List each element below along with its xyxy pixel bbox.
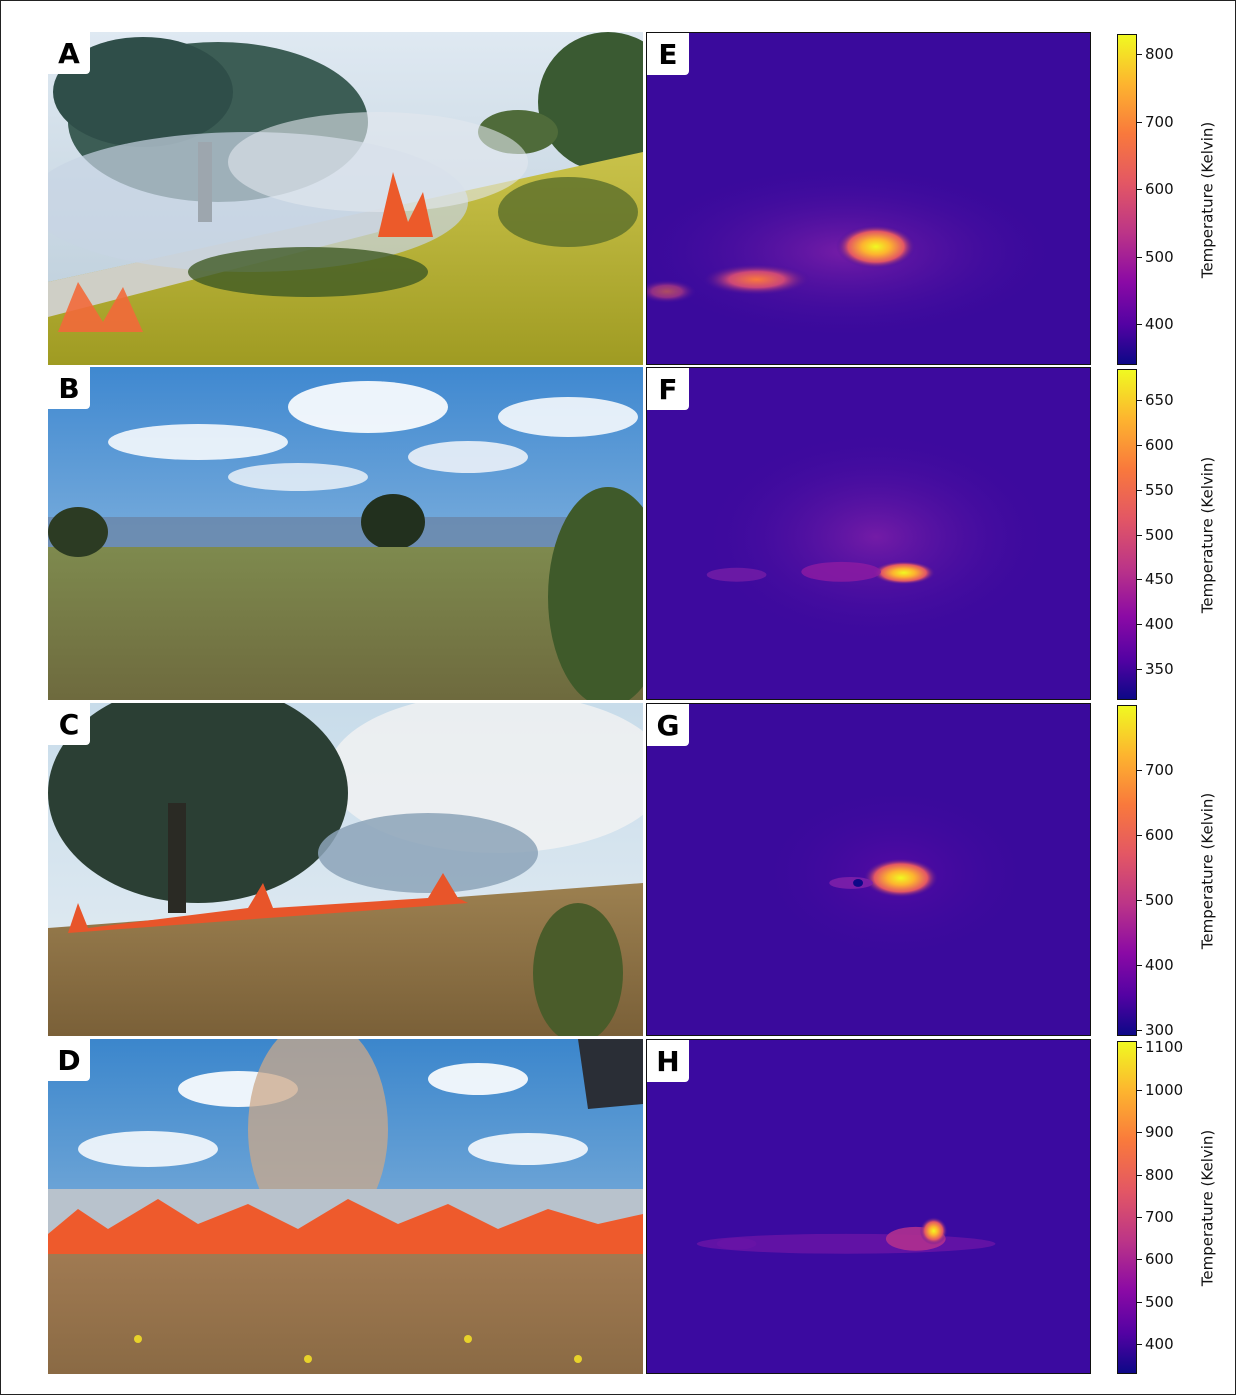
- colorbar-gradient: [1117, 1041, 1137, 1374]
- photo-panel-d: D: [48, 1039, 643, 1374]
- thermal-panel-f: F: [646, 367, 1091, 700]
- colorbar-tick-label: 500: [1145, 890, 1174, 909]
- thermal-panel-g: G: [646, 703, 1091, 1036]
- colorbar-tick-label: 400: [1145, 955, 1174, 974]
- colorbar-tick: [1137, 489, 1142, 491]
- thermal-image-h: [647, 1040, 1090, 1373]
- colorbar-title: Temperature (Kelvin): [1197, 121, 1216, 278]
- colorbar-tick: [1137, 579, 1142, 581]
- panel-label-b: B: [48, 367, 90, 409]
- colorbar-tick: [1137, 1029, 1142, 1031]
- fire-photo-d: [48, 1039, 643, 1374]
- colorbar-tick-label: 300: [1145, 1020, 1174, 1039]
- colorbar-tick-label: 450: [1145, 570, 1174, 589]
- fire-photo-c: [48, 703, 643, 1036]
- colorbar-h: 1100 1000 900 800 700 600 500 400 Temperature (K…: [1117, 1038, 1227, 1374]
- colorbar-tick: [1137, 324, 1142, 326]
- colorbar-tick: [1137, 1259, 1142, 1261]
- colorbar-tick: [1137, 623, 1142, 625]
- fire-photo-b: [48, 367, 643, 700]
- colorbar-tick-label: 600: [1145, 825, 1174, 844]
- colorbar-tick-label: 400: [1145, 1335, 1174, 1354]
- colorbar-tick-label: 700: [1145, 760, 1174, 779]
- colorbar-tick-label: 400: [1145, 315, 1174, 334]
- colorbar-tick-label: 900: [1145, 1123, 1174, 1142]
- thermal-image-g: [647, 704, 1090, 1035]
- colorbar-tick: [1137, 1047, 1142, 1049]
- colorbar-tick: [1137, 121, 1142, 123]
- colorbar-tick: [1137, 534, 1142, 536]
- colorbar-tick: [1137, 769, 1142, 771]
- panel-label-f: F: [647, 368, 689, 410]
- colorbar-tick: [1137, 668, 1142, 670]
- colorbar-tick-label: 350: [1145, 659, 1174, 678]
- thermal-image-f: [647, 368, 1090, 699]
- panel-label-d: D: [48, 1039, 90, 1081]
- colorbar-tick-label: 600: [1145, 180, 1174, 199]
- colorbar-f: 650 600 550 500 450 400 350 Temperature (Kelvin…: [1117, 369, 1227, 700]
- colorbar-tick: [1137, 834, 1142, 836]
- colorbar-tick-label: 500: [1145, 1292, 1174, 1311]
- colorbar-title: Temperature (Kelvin): [1197, 1129, 1216, 1286]
- panel-label-h: H: [647, 1040, 689, 1082]
- thermal-image-e: [647, 33, 1090, 364]
- colorbar-tick: [1137, 189, 1142, 191]
- colorbar-tick-label: 500: [1145, 525, 1174, 544]
- colorbar-tick-label: 800: [1145, 1165, 1174, 1184]
- colorbar-g: 700 600 500 400 300 Temperature (Kelvin): [1117, 705, 1227, 1039]
- colorbar-tick-label: 600: [1145, 1250, 1174, 1269]
- colorbar-title: Temperature (Kelvin): [1197, 456, 1216, 613]
- colorbar-tick-label: 700: [1145, 112, 1174, 131]
- panel-label-c: C: [48, 703, 90, 745]
- colorbar-tick-label: 800: [1145, 45, 1174, 64]
- colorbar-tick: [1137, 445, 1142, 447]
- colorbar-tick: [1137, 1217, 1142, 1219]
- fire-photo-a: [48, 32, 643, 365]
- colorbar-tick-label: 700: [1145, 1208, 1174, 1227]
- colorbar-tick: [1137, 1344, 1142, 1346]
- panel-label-e: E: [647, 33, 689, 75]
- colorbar-tick: [1137, 964, 1142, 966]
- colorbar-tick: [1137, 400, 1142, 402]
- colorbar-tick-label: 1000: [1145, 1080, 1184, 1099]
- photo-panel-a: A: [48, 32, 643, 365]
- colorbar-e: 800 700 600 500 400 Temperature (Kelvin): [1117, 34, 1227, 365]
- colorbar-tick: [1137, 899, 1142, 901]
- panel-label-g: G: [647, 704, 689, 746]
- colorbar-tick: [1137, 1174, 1142, 1176]
- panel-label-a: A: [48, 32, 90, 74]
- colorbar-tick: [1137, 256, 1142, 258]
- colorbar-tick-label: 650: [1145, 391, 1174, 410]
- colorbar-tick-label: 1100: [1145, 1038, 1184, 1057]
- colorbar-tick-label: 400: [1145, 614, 1174, 633]
- colorbar-tick-label: 550: [1145, 480, 1174, 499]
- photo-panel-c: C: [48, 703, 643, 1036]
- colorbar-tick: [1137, 1132, 1142, 1134]
- colorbar-tick-label: 500: [1145, 247, 1174, 266]
- colorbar-tick: [1137, 1089, 1142, 1091]
- colorbar-tick-label: 600: [1145, 436, 1174, 455]
- thermal-panel-e: E: [646, 32, 1091, 365]
- colorbar-tick: [1137, 54, 1142, 56]
- thermal-panel-h: H: [646, 1039, 1091, 1374]
- colorbar-gradient: [1117, 34, 1137, 365]
- colorbar-gradient: [1117, 369, 1137, 700]
- colorbar-tick: [1137, 1301, 1142, 1303]
- colorbar-gradient: [1117, 705, 1137, 1036]
- photo-panel-b: B: [48, 367, 643, 700]
- colorbar-title: Temperature (Kelvin): [1197, 792, 1216, 949]
